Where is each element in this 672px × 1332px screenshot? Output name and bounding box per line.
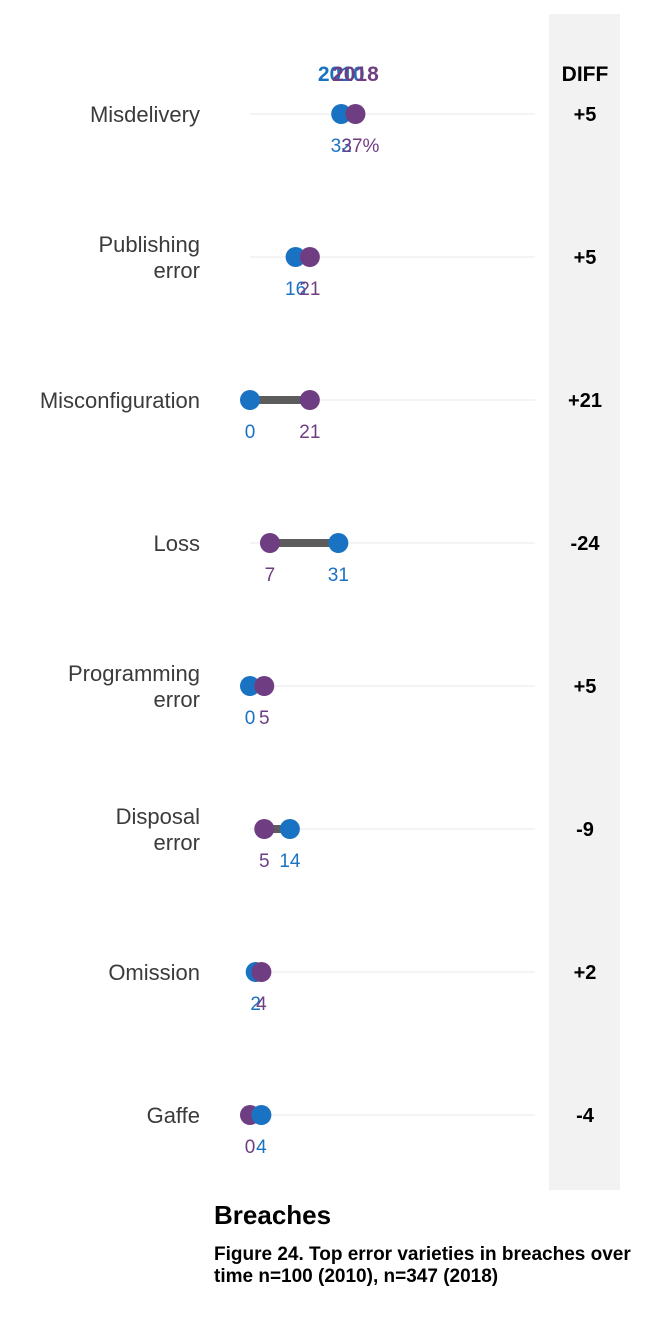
dot-2018	[254, 676, 275, 696]
dot-2010	[240, 390, 260, 410]
value-label-2018: 5	[259, 708, 270, 729]
dot-2010	[279, 819, 300, 839]
dot-2018	[345, 104, 366, 124]
category-label: Programming	[68, 661, 200, 686]
value-label-2018: 21	[299, 279, 320, 300]
diff-column-background	[549, 14, 620, 1190]
dot-2018	[259, 533, 280, 553]
category-label: error	[154, 830, 200, 855]
value-label-2018: 7	[265, 565, 276, 586]
value-label-2010: 4	[256, 1137, 267, 1158]
value-label-2010: 2	[250, 994, 261, 1015]
caption-subtitle: Figure 24. Top error varieties in breach…	[214, 1244, 631, 1287]
dot-2010	[328, 533, 349, 553]
category-label: Publishing	[98, 232, 200, 257]
value-label-2010: 32	[331, 136, 352, 157]
dot-2018	[251, 962, 272, 982]
value-label-2018: 5	[259, 851, 270, 872]
category-label: Misdelivery	[90, 102, 200, 127]
value-label-2010: 31	[328, 565, 349, 586]
diff-value: +2	[574, 962, 597, 984]
diff-value: -4	[576, 1105, 595, 1127]
caption-title: Breaches	[214, 1200, 332, 1230]
value-label-2018: 0	[245, 1137, 256, 1158]
category-label: Disposal	[116, 804, 200, 829]
value-label-2010: 0	[245, 422, 256, 443]
legend-2018: 2018	[332, 63, 379, 86]
diff-value: +21	[568, 390, 602, 412]
category-label: error	[154, 258, 200, 283]
category-label: Loss	[154, 531, 200, 556]
diff-value: -9	[576, 819, 594, 841]
diff-header: DIFF	[562, 63, 609, 86]
value-label-2018: 37%	[341, 136, 379, 157]
category-label: Gaffe	[147, 1103, 200, 1128]
value-label-2018: 4	[256, 994, 267, 1015]
value-label-2018: 21	[299, 422, 320, 443]
category-label: error	[154, 687, 200, 712]
diff-value: +5	[574, 676, 597, 698]
diff-value: +5	[574, 247, 597, 269]
dot-2018	[299, 247, 320, 267]
category-label: Misconfiguration	[40, 388, 200, 413]
dot-2010	[240, 676, 260, 696]
dot-2018	[299, 390, 320, 410]
value-label-2010: 16	[285, 279, 306, 300]
value-label-2010: 0	[245, 708, 256, 729]
diff-value: +5	[574, 104, 597, 126]
dot-2010	[251, 1105, 272, 1125]
legend-2010: 2010	[318, 63, 365, 86]
dot-2018	[254, 819, 275, 839]
dot-2010	[285, 247, 306, 267]
diff-value: -24	[571, 533, 601, 555]
category-label: Omission	[108, 960, 200, 985]
dot-2010	[331, 104, 352, 124]
value-label-2010: 14	[279, 851, 301, 872]
